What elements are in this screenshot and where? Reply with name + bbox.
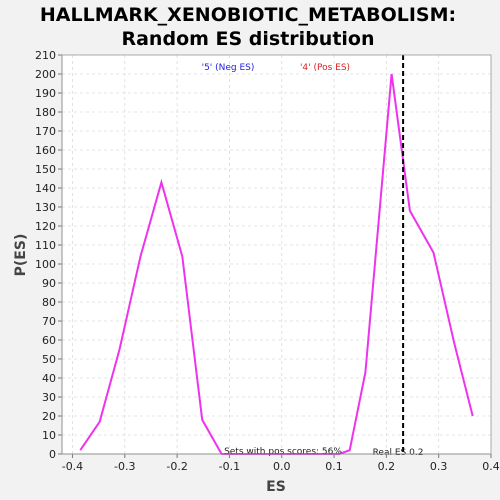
y-tick-label: 200 [35, 68, 56, 81]
y-axis-ticks: 0 10 20 30 40 50 60 70 80 90 100 110 120 130 140 150 160… [35, 49, 62, 461]
chart-title-line2: Random ES distribution [121, 28, 374, 50]
y-tick-label: 110 [35, 239, 56, 252]
y-tick-label: 120 [35, 220, 56, 233]
legend-neg-es: '5' (Neg ES) [202, 63, 255, 73]
y-axis-label: P(ES) [13, 234, 29, 277]
x-tick-label: 0.2 [378, 460, 396, 473]
y-tick-label: 0 [49, 448, 56, 461]
x-tick-label: -0.4 [62, 460, 83, 473]
y-tick-label: 40 [42, 372, 56, 385]
x-tick-label: -0.2 [166, 460, 187, 473]
x-tick-label: 0.0 [273, 460, 291, 473]
y-tick-label: 210 [35, 49, 56, 62]
y-tick-label: 50 [42, 353, 56, 366]
x-tick-label: 0.3 [430, 460, 448, 473]
y-tick-label: 70 [42, 315, 56, 328]
real-es-annotation: Real ES 0.2 [373, 448, 424, 458]
y-tick-label: 90 [42, 277, 56, 290]
y-tick-label: 10 [42, 429, 56, 442]
y-tick-label: 130 [35, 201, 56, 214]
y-tick-label: 60 [42, 334, 56, 347]
y-tick-label: 160 [35, 144, 56, 157]
pos-scores-annotation: Sets with pos scores: 56% [224, 447, 342, 457]
y-tick-label: 100 [35, 258, 56, 271]
y-tick-label: 170 [35, 125, 56, 138]
y-tick-label: 30 [42, 391, 56, 404]
x-tick-label: -0.3 [114, 460, 135, 473]
x-tick-label: 0.4 [482, 460, 500, 473]
plot-background [62, 55, 491, 454]
x-tick-label: 0.1 [325, 460, 343, 473]
legend-pos-es: '4' (Pos ES) [300, 63, 350, 73]
x-axis-label: ES [266, 479, 286, 495]
plot-border [61, 54, 492, 455]
chart-title-line1: HALLMARK_XENOBIOTIC_METABOLISM: [40, 4, 456, 26]
y-tick-label: 140 [35, 182, 56, 195]
y-tick-label: 180 [35, 106, 56, 119]
y-tick-label: 20 [42, 410, 56, 423]
y-tick-label: 190 [35, 87, 56, 100]
y-tick-label: 80 [42, 296, 56, 309]
y-tick-label: 150 [35, 163, 56, 176]
x-tick-label: -0.1 [219, 460, 240, 473]
x-axis-ticks: -0.4 -0.3 -0.2 -0.1 0.0 0.1 0.2 0.3 0.4 [62, 454, 500, 473]
